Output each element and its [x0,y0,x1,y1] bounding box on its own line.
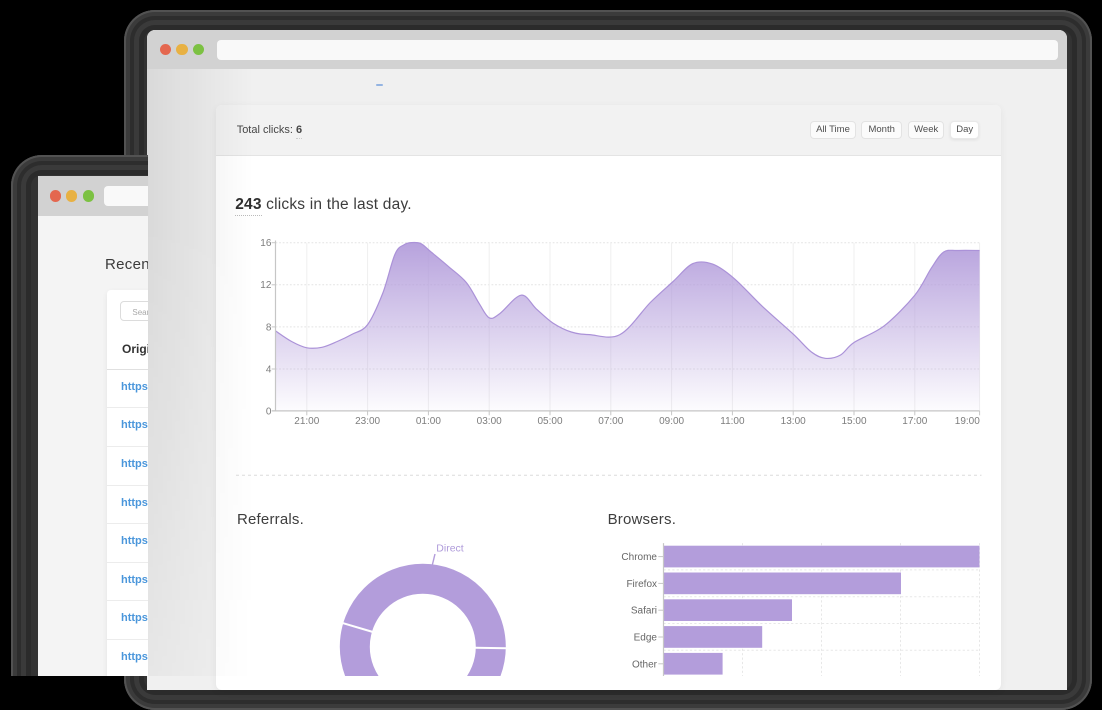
svg-text:Chrome: Chrome [621,552,657,563]
svg-text:15:00: 15:00 [841,415,866,426]
svg-text:Firefox: Firefox [626,579,657,590]
svg-text:23:00: 23:00 [355,415,380,426]
svg-text:Direct: Direct [436,542,464,554]
svg-text:07:00: 07:00 [598,415,623,426]
svg-text:Edge: Edge [633,632,657,643]
svg-text:13:00: 13:00 [780,415,805,426]
svg-text:05:00: 05:00 [537,415,562,426]
svg-text:03:00: 03:00 [476,415,501,426]
svg-text:21:00: 21:00 [294,415,319,426]
svg-text:8: 8 [266,322,272,333]
svg-text:Other: Other [632,659,658,670]
svg-text:Safari: Safari [631,605,657,616]
svg-text:16: 16 [260,238,272,249]
svg-text:01:00: 01:00 [416,415,441,426]
svg-text:09:00: 09:00 [659,415,684,426]
svg-text:4: 4 [266,364,272,375]
svg-text:19:00: 19:00 [954,415,979,426]
svg-text:0: 0 [266,406,272,417]
svg-text:11:00: 11:00 [720,415,745,426]
svg-text:12: 12 [260,280,272,291]
svg-text:17:00: 17:00 [902,415,927,426]
